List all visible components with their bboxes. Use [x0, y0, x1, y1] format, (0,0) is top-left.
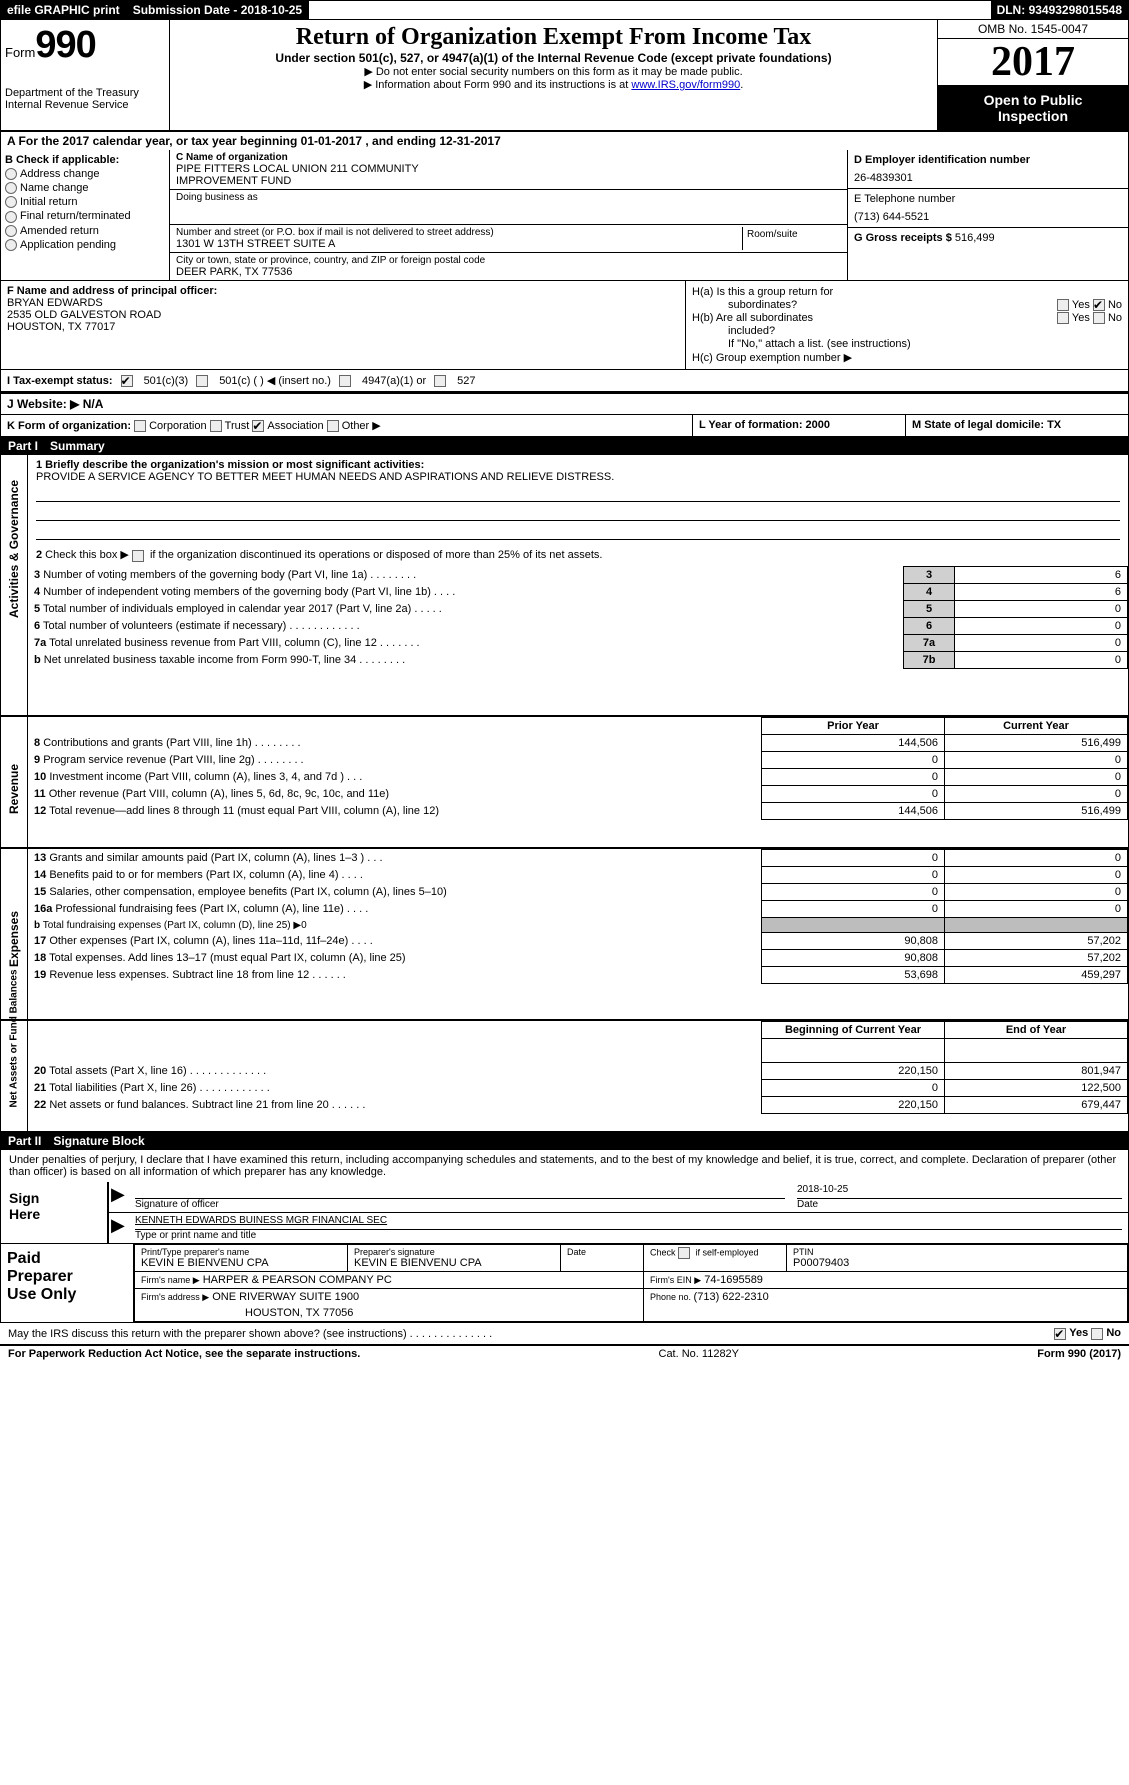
- discuss-row: May the IRS discuss this return with the…: [0, 1323, 1129, 1345]
- col-d: D Employer identification number 26-4839…: [847, 150, 1128, 280]
- header-right: OMB No. 1545-0047 2017 Open to PublicIns…: [937, 20, 1128, 130]
- checkbox-name-change[interactable]: [5, 182, 17, 194]
- 501c-check[interactable]: [196, 375, 208, 387]
- dln: DLN: 93493298015548: [991, 1, 1128, 19]
- netassets-table: Beginning of Current YearEnd of Year 20 …: [28, 1021, 1128, 1114]
- gov-table: 3 Number of voting members of the govern…: [28, 566, 1128, 669]
- k-corp[interactable]: [134, 420, 146, 432]
- part2-header: Part II Signature Block: [0, 1132, 1129, 1150]
- main-info-block: B Check if applicable: Address change Na…: [0, 150, 1129, 281]
- checkbox-initial-return[interactable]: [5, 196, 17, 208]
- submission-date: Submission Date - 2018-10-25: [127, 1, 309, 19]
- footer: For Paperwork Reduction Act Notice, see …: [0, 1346, 1129, 1362]
- part1-header: Part I Summary: [0, 437, 1129, 455]
- hb-yes[interactable]: [1057, 312, 1069, 324]
- discuss-no[interactable]: [1091, 1328, 1103, 1340]
- checkbox-amended[interactable]: [5, 225, 17, 237]
- ha-yes[interactable]: [1057, 299, 1069, 311]
- k-trust[interactable]: [210, 420, 222, 432]
- col-c: C Name of organization PIPE FITTERS LOCA…: [170, 150, 847, 280]
- irs-link[interactable]: www.IRS.gov/form990: [631, 79, 740, 91]
- discontinued-check[interactable]: [132, 550, 144, 562]
- signature-block: Under penalties of perjury, I declare th…: [0, 1150, 1129, 1244]
- summary: Activities & Governance 1 Briefly descri…: [0, 455, 1129, 1132]
- row-k: K Form of organization: Corporation Trus…: [0, 415, 1129, 437]
- top-bar: efile GRAPHIC print Submission Date - 20…: [0, 0, 1129, 20]
- header-left: Form990 Department of the Treasury Inter…: [1, 20, 170, 130]
- efile-button[interactable]: efile GRAPHIC print: [1, 1, 127, 19]
- 527-check[interactable]: [434, 375, 446, 387]
- paid-preparer: PaidPreparerUse Only Print/Type preparer…: [0, 1244, 1129, 1323]
- revenue-table: Prior YearCurrent Year 8 Contributions a…: [28, 717, 1128, 820]
- discuss-yes[interactable]: [1054, 1328, 1066, 1340]
- hb-no[interactable]: [1093, 312, 1105, 324]
- vlabel-netassets: Net Assets or Fund Balances: [9, 1056, 20, 1108]
- row-j: J Website: ▶ N/A: [0, 392, 1129, 415]
- header-mid: Return of Organization Exempt From Incom…: [170, 20, 937, 130]
- vlabel-revenue: Revenue: [7, 763, 21, 815]
- sign-here-label: SignHere: [1, 1182, 109, 1243]
- checkbox-final-return[interactable]: [5, 211, 17, 223]
- form-header: Form990 Department of the Treasury Inter…: [0, 20, 1129, 130]
- k-other[interactable]: [327, 420, 339, 432]
- col-b: B Check if applicable: Address change Na…: [1, 150, 170, 280]
- 4947-check[interactable]: [339, 375, 351, 387]
- row-h: H(a) Is this a group return for subordin…: [685, 281, 1128, 369]
- section-a: A For the 2017 calendar year, or tax yea…: [0, 132, 1129, 150]
- expenses-table: 13 Grants and similar amounts paid (Part…: [28, 849, 1128, 984]
- k-assoc[interactable]: [252, 420, 264, 432]
- checkbox-address-change[interactable]: [5, 168, 17, 180]
- row-i: I Tax-exempt status: 501(c)(3) 501(c) ( …: [0, 370, 1129, 392]
- checkbox-pending[interactable]: [5, 239, 17, 251]
- row-fh: F Name and address of principal officer:…: [0, 281, 1129, 370]
- self-employed-check[interactable]: [678, 1247, 690, 1259]
- vlabel-expenses: Expenses: [7, 915, 21, 967]
- ha-no[interactable]: [1093, 299, 1105, 311]
- 501c3-check[interactable]: [121, 375, 133, 387]
- vlabel-governance: Activities & Governance: [7, 566, 21, 618]
- row-f: F Name and address of principal officer:…: [1, 281, 685, 369]
